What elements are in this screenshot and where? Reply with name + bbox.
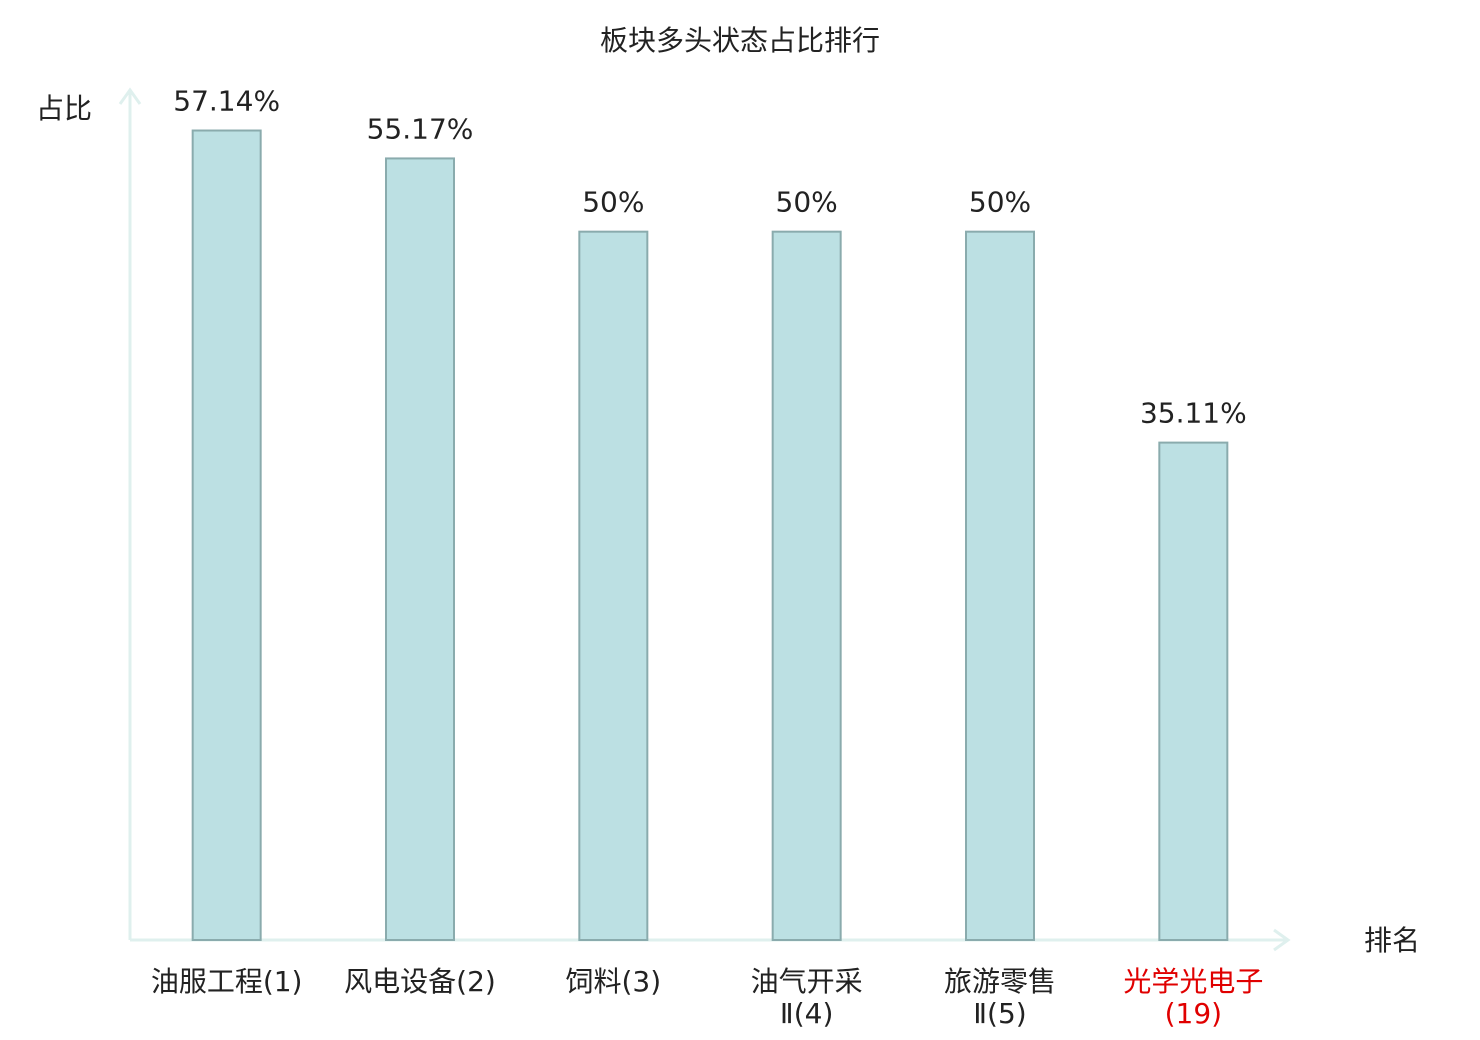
bar <box>1158 441 1229 941</box>
value-label: 50% <box>969 186 1031 219</box>
chart-title: 板块多头状态占比排行 <box>600 24 880 57</box>
x-tick-label: 风电设备(2) <box>344 965 496 998</box>
bar <box>578 230 649 941</box>
value-label: 35.11% <box>1140 397 1247 430</box>
x-axis-arrow <box>1273 928 1291 952</box>
x-tick-label: 油气开采Ⅱ(4) <box>750 965 863 1030</box>
bar <box>385 157 455 942</box>
bar <box>191 129 262 941</box>
value-label: 50% <box>776 186 838 219</box>
x-axis-label: 排名 <box>1364 924 1420 957</box>
y-axis-label: 占比 <box>36 92 92 125</box>
x-tick-label: 光学光电子(19) <box>1123 965 1264 1030</box>
value-label: 50% <box>582 186 644 219</box>
x-tick-label: 油服工程(1) <box>150 965 303 998</box>
bar <box>771 230 842 941</box>
value-label: 55.17% <box>367 112 474 145</box>
axes <box>118 87 1291 952</box>
value-label: 57.14% <box>173 85 280 118</box>
bar <box>965 230 1035 941</box>
x-tick-label: 饲料(3) <box>565 965 662 998</box>
y-axis-arrow <box>118 87 142 105</box>
x-tick-label: 旅游零售Ⅱ(5) <box>943 965 1056 1030</box>
